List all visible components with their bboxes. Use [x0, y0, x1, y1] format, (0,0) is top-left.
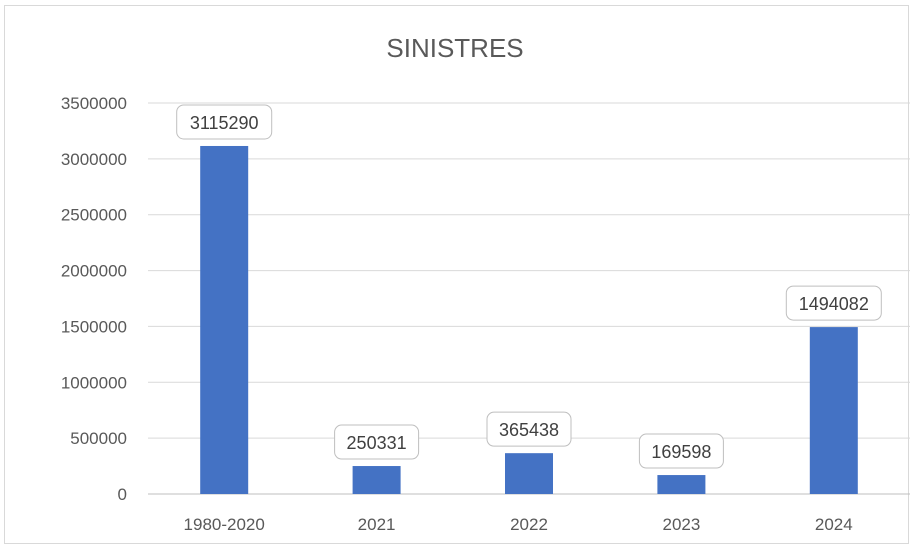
- data-label-text: 250331: [347, 433, 407, 453]
- bar: [352, 466, 401, 494]
- bar: [200, 145, 249, 494]
- bar: [505, 453, 553, 494]
- data-label-box: [785, 285, 882, 321]
- y-tick-label: 1500000: [61, 317, 127, 336]
- bar: [809, 327, 858, 494]
- data-label: 1494082: [785, 285, 882, 321]
- data-label: 250331: [334, 424, 420, 460]
- y-tick-label: 1000000: [61, 373, 127, 392]
- data-label-text: 169598: [651, 442, 711, 462]
- y-tick-label: 3500000: [61, 94, 127, 113]
- y-tick-label: 2000000: [61, 262, 127, 281]
- data-label: 169598: [638, 433, 724, 469]
- data-label-text: 3115290: [190, 113, 259, 133]
- data-label-box: [176, 104, 273, 140]
- y-tick-label: 500000: [70, 429, 127, 448]
- x-tick-label: 1980-2020: [184, 515, 265, 534]
- data-labels: 3115290 250331 365438 169598 1494082: [176, 104, 882, 469]
- chart-title: SINISTRES: [386, 33, 523, 63]
- bars: [200, 145, 858, 494]
- data-label-box: [638, 433, 724, 469]
- y-axis-ticks: 0 500000 1000000 1500000 2000000 2500000 30000…: [61, 94, 127, 504]
- data-label-text: 1494082: [799, 294, 869, 314]
- x-tick-label: 2023: [662, 515, 700, 534]
- x-tick-label: 2022: [510, 515, 548, 534]
- x-tick-label: 2021: [358, 515, 396, 534]
- data-label-box: [486, 411, 572, 447]
- data-label: 365438: [486, 411, 572, 447]
- data-label-text: 365438: [499, 420, 559, 440]
- x-tick-label: 2024: [815, 515, 853, 534]
- chart-frame: [4, 5, 909, 544]
- x-axis-ticks: 1980-2020 2021 2022 2023 2024: [184, 515, 853, 534]
- y-tick-label: 0: [118, 485, 127, 504]
- bar: [657, 475, 706, 494]
- data-label-box: [334, 424, 420, 460]
- data-label: 3115290: [176, 104, 273, 140]
- y-tick-label: 2500000: [61, 206, 127, 225]
- y-tick-label: 3000000: [61, 150, 127, 169]
